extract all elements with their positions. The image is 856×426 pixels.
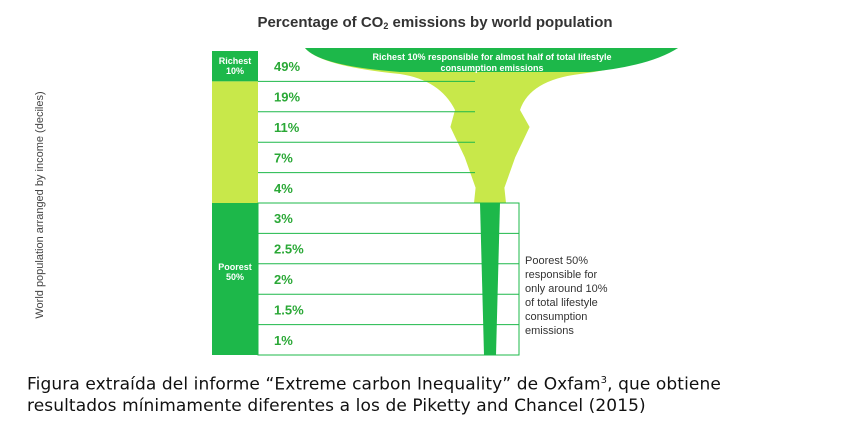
group-label-poorest: Poorest 50%	[218, 262, 252, 282]
poorest-outline	[257, 202, 520, 356]
bar-value-label: 3%	[274, 211, 293, 226]
annotation-richest: Richest 10% responsible for almost half …	[372, 52, 611, 73]
caption-line-2: resultados mínimamente diferentes a los …	[27, 395, 646, 416]
chart-title: Percentage of CO2 emissions by world pop…	[257, 14, 613, 31]
chart-svg: 49% 19% 11% 7% 4% 3% 2.5% 2% 1.5% 1% Richest 10% Poo…	[212, 48, 678, 356]
bar-value-label: 49%	[274, 59, 300, 74]
bar-value-label: 2.5%	[274, 242, 304, 257]
bar-value-label: 11%	[274, 120, 300, 135]
bar-value-label: 1.5%	[274, 302, 304, 317]
funnel-poorest-stem	[480, 203, 500, 355]
decile-block-richest	[212, 51, 258, 82]
chart: Percentage of CO2 emissions by world pop…	[34, 14, 678, 356]
decile-block-middle	[212, 81, 258, 203]
caption-line-1: Figura extraída del informe “Extreme car…	[27, 374, 721, 395]
funnel-richest-band	[305, 48, 678, 72]
annotation-poorest: Poorest 50% responsible for only around 10…	[525, 255, 608, 337]
bar-value-label: 1%	[274, 333, 293, 348]
bar-value-label: 4%	[274, 181, 293, 196]
bar-value-label: 7%	[274, 150, 293, 165]
decile-block-poorest	[212, 203, 258, 355]
funnel-top-region	[305, 48, 678, 203]
bar-value-label: 2%	[274, 272, 293, 287]
figure-caption: Figura extraída del informe “Extreme car…	[27, 370, 856, 417]
group-label-richest: Richest 10%	[219, 56, 252, 76]
bar-value-label: 19%	[274, 90, 300, 105]
